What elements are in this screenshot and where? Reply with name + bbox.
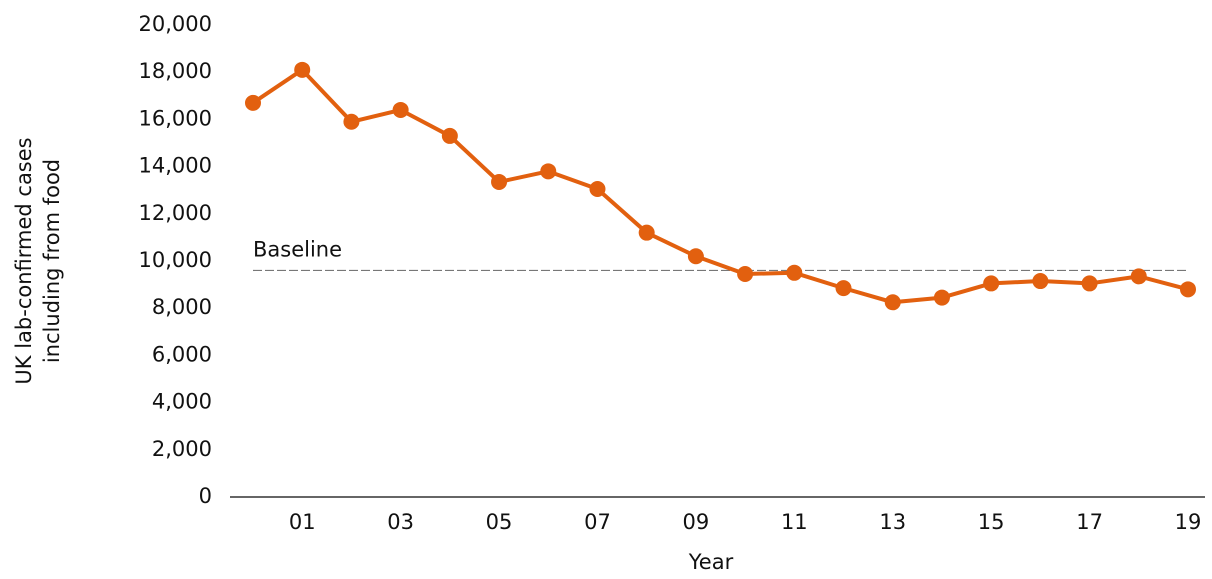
x-tick-label: 03	[387, 510, 414, 534]
data-point	[441, 127, 458, 144]
data-point	[589, 181, 606, 198]
y-tick-label: 20,000	[139, 12, 212, 36]
data-point	[1081, 275, 1098, 292]
x-tick-label: 19	[1175, 510, 1202, 534]
data-point	[835, 280, 852, 297]
data-point	[884, 294, 901, 311]
data-point	[933, 289, 950, 306]
y-axis-label: UK lab-confirmed cases including from fo…	[12, 137, 64, 384]
data-point	[491, 173, 508, 190]
data-point	[1180, 281, 1196, 298]
y-tick-label: 14,000	[139, 154, 212, 178]
data-point	[245, 94, 261, 111]
x-tick-label: 09	[683, 510, 710, 534]
data-point	[1130, 268, 1147, 285]
x-axis-label: Year	[688, 550, 734, 574]
baseline-label: Baseline	[253, 237, 342, 261]
y-axis-label-line: including from food	[40, 159, 64, 363]
data-point	[343, 113, 360, 130]
data-point	[638, 224, 655, 241]
data-point	[294, 61, 311, 78]
y-tick-label: 12,000	[139, 201, 212, 225]
x-tick-label: 15	[978, 510, 1005, 534]
y-tick-label: 8,000	[152, 295, 212, 319]
y-axis-label-line: UK lab-confirmed cases	[12, 137, 36, 384]
x-tick-label: 17	[1076, 510, 1103, 534]
x-tick-label: 11	[781, 510, 808, 534]
series-line	[251, 67, 1189, 305]
y-tick-label: 18,000	[139, 59, 212, 83]
data-point	[1032, 273, 1049, 290]
y-tick-label: 0	[199, 484, 212, 508]
y-tick-label: 4,000	[152, 390, 212, 414]
data-point	[786, 264, 803, 281]
x-tick-label: 13	[879, 510, 906, 534]
x-tick-label: 05	[486, 510, 513, 534]
y-tick-label: 6,000	[152, 342, 212, 366]
data-point	[983, 275, 1000, 292]
y-tick-label: 10,000	[139, 248, 212, 272]
x-tick-label: 07	[584, 510, 611, 534]
y-tick-label: 2,000	[152, 437, 212, 461]
data-point	[687, 248, 704, 265]
x-tick-label: 01	[289, 510, 316, 534]
data-point	[540, 163, 557, 180]
data-point	[392, 101, 409, 118]
y-tick-label: 16,000	[139, 106, 212, 130]
data-point	[737, 265, 754, 282]
